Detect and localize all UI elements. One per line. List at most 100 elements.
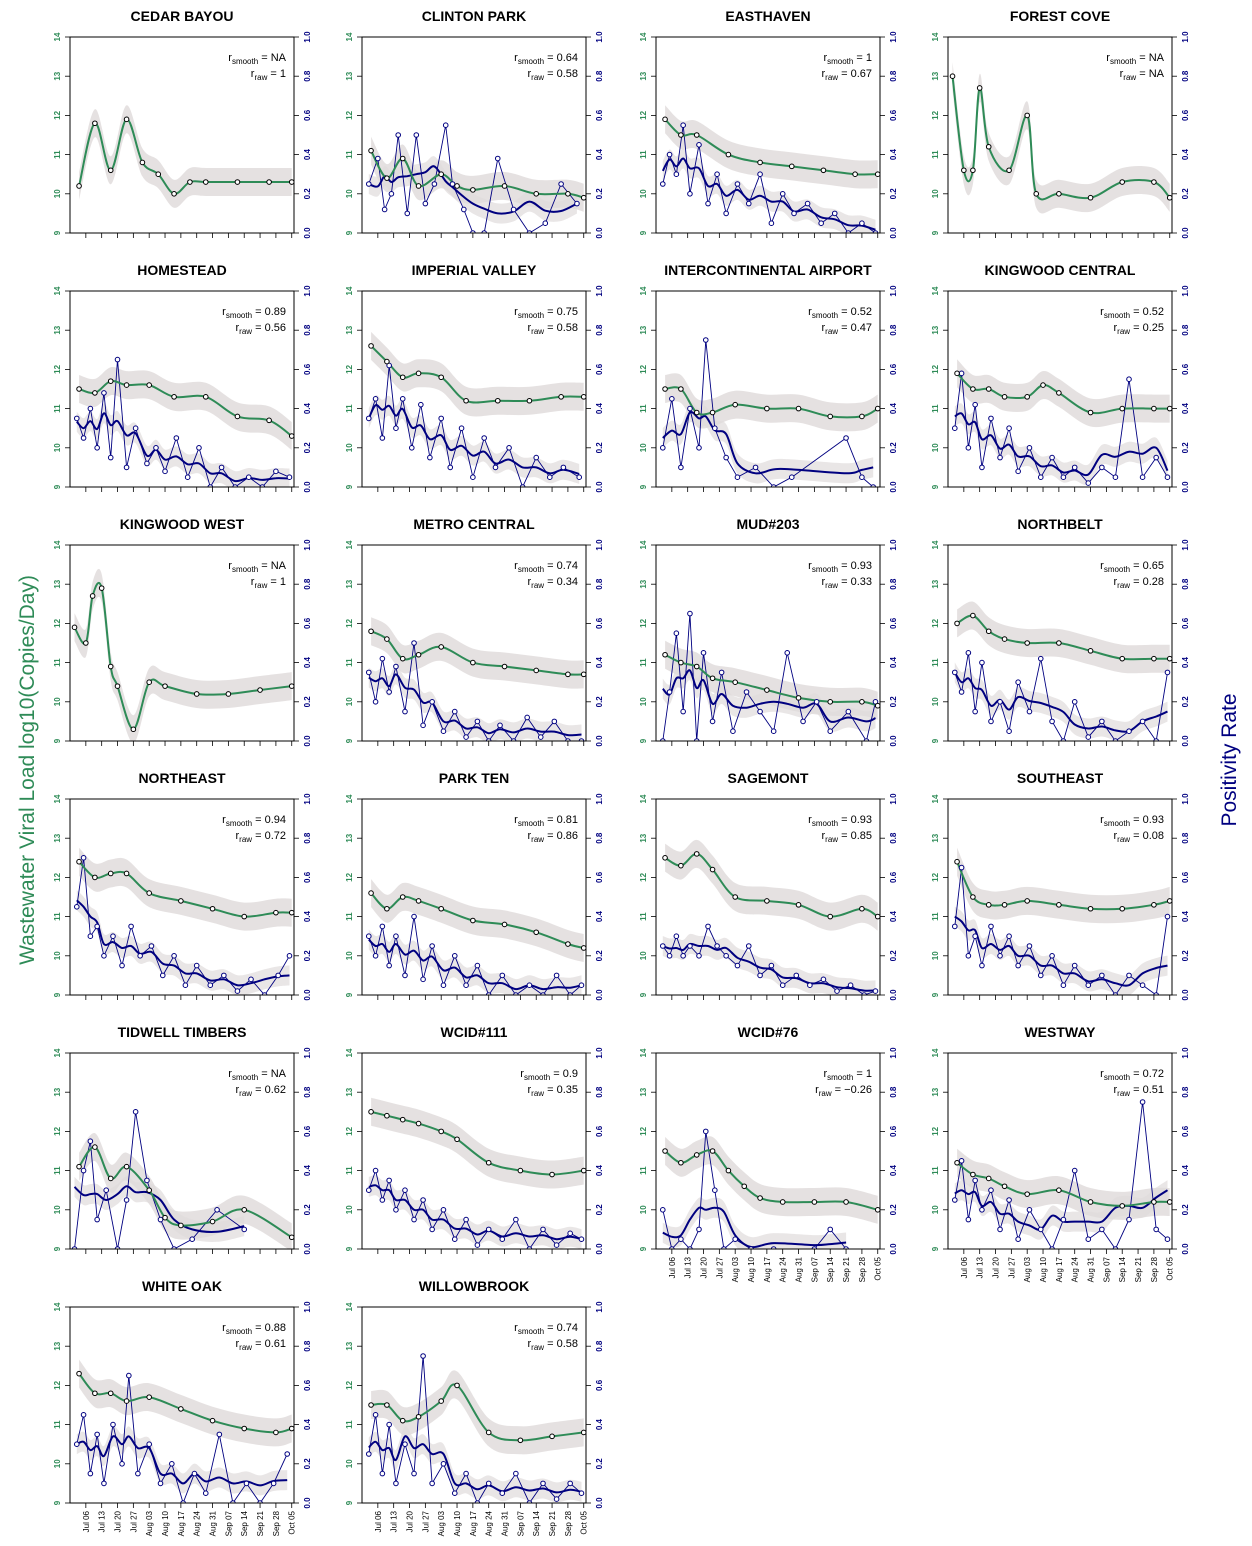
positivity-point <box>791 210 797 217</box>
right-tick-label: 0.2 <box>595 1204 604 1216</box>
viral-point <box>501 183 508 189</box>
x-tick-label: Jul 06 <box>82 1510 91 1532</box>
positivity-point <box>451 1236 458 1242</box>
positivity-point <box>1026 445 1033 451</box>
positivity-smooth-line <box>662 942 876 992</box>
viral-point <box>874 405 880 412</box>
positivity-point <box>513 992 519 995</box>
x-tick-label: Sep 21 <box>842 1256 851 1282</box>
positivity-point <box>734 474 741 481</box>
left-tick-label: 12 <box>53 872 62 881</box>
positivity-point <box>157 1480 164 1487</box>
panel: EASTHAVEN 9 10 11 12 13 14 0.0 0.2 0.4 0.6 0.8 1.0 rs… <box>639 8 898 239</box>
left-tick-label: 10 <box>53 951 62 960</box>
positivity-point <box>1071 1167 1078 1174</box>
right-tick-label: 0.4 <box>889 402 898 414</box>
panel: WESTWAY 9 10 11 12 13 14 0.0 0.2 0.4 0.6 0.8 1.0 Jul … <box>931 1024 1190 1282</box>
viral-point <box>76 1163 82 1170</box>
right-tick-label: 0.8 <box>1181 324 1190 336</box>
positivity-point <box>144 460 150 467</box>
left-tick-label: 11 <box>53 658 62 667</box>
x-tick-label: Aug 17 <box>177 1510 186 1536</box>
viral-point <box>92 120 98 127</box>
positivity-point <box>284 1451 291 1457</box>
positivity-point <box>793 972 800 979</box>
positivity-point <box>429 699 435 705</box>
viral-point <box>470 917 476 924</box>
plot-frame <box>655 1052 881 1250</box>
viral-point <box>1024 1191 1030 1197</box>
left-tick-label: 11 <box>345 150 354 159</box>
right-tick-label: 0.0 <box>889 1243 898 1255</box>
positivity-point <box>567 992 573 995</box>
r-raw-annotation: rraw = 0.58 <box>527 1338 578 1352</box>
positivity-point <box>189 1236 195 1242</box>
positivity-smooth-line <box>662 410 874 475</box>
positivity-confidence-band <box>368 1175 582 1249</box>
positivity-point <box>365 933 372 940</box>
right-tick-label: 0.8 <box>889 832 898 844</box>
viral-smooth-line <box>73 582 292 731</box>
viral-point <box>1166 405 1172 412</box>
viral-point <box>533 667 540 674</box>
positivity-point <box>202 1490 209 1496</box>
right-tick-label: 0.0 <box>889 735 898 747</box>
x-tick-label: Jul 27 <box>421 1510 430 1532</box>
positivity-point <box>393 663 399 670</box>
positivity-point <box>402 972 408 979</box>
positivity-point <box>1126 1216 1132 1223</box>
positivity-confidence-band <box>368 1426 582 1503</box>
left-tick-label: 14 <box>53 32 62 41</box>
positivity-point <box>540 1480 546 1487</box>
left-tick-label: 14 <box>931 794 940 803</box>
positivity-point <box>576 474 583 481</box>
plot-area <box>73 356 294 487</box>
right-tick-label: 0.6 <box>889 109 898 121</box>
positivity-point <box>659 181 666 187</box>
panel-title: NORTHBELT <box>1017 516 1103 532</box>
positivity-point <box>171 953 177 959</box>
left-tick-label: 10 <box>53 1459 62 1468</box>
positivity-point <box>101 390 107 396</box>
plot-area <box>73 847 294 995</box>
positivity-point <box>696 445 702 451</box>
viral-point <box>764 687 770 693</box>
left-tick-label: 12 <box>345 364 354 373</box>
viral-point <box>92 390 98 396</box>
positivity-point <box>578 982 585 989</box>
left-tick-label: 14 <box>639 1048 648 1057</box>
positivity-point <box>94 1216 100 1223</box>
positivity-point <box>481 435 487 441</box>
left-tick-label: 10 <box>931 951 940 960</box>
x-tick-label: Jul 27 <box>715 1256 724 1278</box>
left-tick-label: 13 <box>345 579 354 588</box>
positivity-point <box>273 468 279 475</box>
right-tick-label: 0.8 <box>595 324 604 336</box>
positivity-point <box>1099 1226 1105 1233</box>
positivity-point <box>440 1461 447 1467</box>
positivity-point <box>513 1216 519 1223</box>
viral-point <box>368 1402 374 1408</box>
positivity-point <box>723 210 729 217</box>
right-tick-label: 0.2 <box>303 1204 312 1216</box>
viral-point <box>384 905 390 912</box>
plot-area <box>365 331 586 487</box>
viral-point <box>162 1214 168 1221</box>
positivity-point <box>1026 1207 1033 1213</box>
positivity-point <box>393 933 399 940</box>
viral-point <box>1151 405 1157 412</box>
positivity-point <box>399 396 406 402</box>
positivity-point <box>659 445 666 451</box>
positivity-point <box>1037 972 1044 979</box>
viral-point <box>1056 902 1062 908</box>
positivity-point <box>779 982 786 989</box>
viral-point <box>549 1171 555 1178</box>
left-tick-label: 11 <box>345 404 354 413</box>
positivity-point <box>107 454 114 461</box>
positivity-point <box>578 738 585 741</box>
x-tick-label: Aug 24 <box>485 1510 494 1536</box>
left-tick-label: 14 <box>53 1302 62 1311</box>
viral-point <box>1024 640 1030 646</box>
left-tick-label: 12 <box>931 110 940 119</box>
